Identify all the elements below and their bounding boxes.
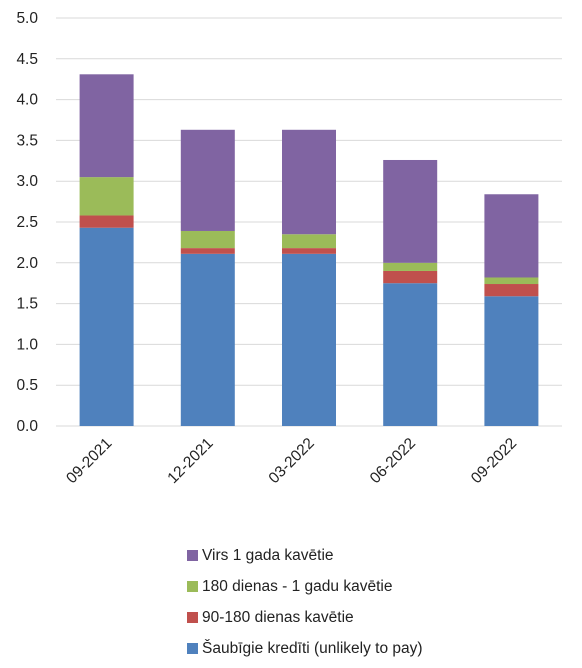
- legend-swatch: [187, 581, 198, 592]
- bar-segment: [383, 159, 438, 263]
- bar-segment: [282, 234, 336, 249]
- legend-label: Virs 1 gada kavētie: [202, 546, 334, 564]
- x-tick-label: 09-2022: [468, 435, 520, 487]
- bar-segment: [282, 248, 336, 254]
- legend-swatch: [187, 550, 198, 561]
- y-tick-label: 3.0: [16, 173, 38, 190]
- legend-item: 90-180 dienas kavētie: [187, 602, 423, 633]
- y-tick-label: 1.5: [16, 296, 38, 313]
- bar-segment: [180, 253, 235, 426]
- legend-label: 90-180 dienas kavētie: [202, 608, 354, 626]
- y-tick-label: 4.5: [16, 51, 38, 68]
- bar-segment: [180, 248, 235, 254]
- legend-item: Šaubīgie kredīti (unlikely to pay): [187, 633, 423, 664]
- bar-segment: [79, 74, 134, 178]
- bar-segment: [484, 296, 539, 426]
- bar-segment: [180, 230, 235, 249]
- bar-segment: [79, 215, 134, 228]
- legend: Virs 1 gada kavētie 180 dienas - 1 gadu …: [187, 540, 423, 664]
- bar-segment: [383, 283, 438, 426]
- y-tick-label: 4.0: [16, 92, 38, 109]
- bar-segment: [282, 253, 336, 426]
- bar-segment: [383, 270, 438, 284]
- x-tick-label: 12-2021: [164, 435, 216, 487]
- y-tick-label: 3.5: [16, 132, 38, 149]
- y-tick-label: 0.0: [16, 418, 38, 435]
- bar-segment: [79, 177, 134, 216]
- legend-label: 180 dienas - 1 gadu kavētie: [202, 577, 393, 595]
- legend-item: Virs 1 gada kavētie: [187, 540, 423, 571]
- y-tick-label: 2.0: [16, 255, 38, 272]
- bar-segment: [282, 129, 336, 235]
- bar-segment: [383, 262, 438, 271]
- bar-segment: [484, 277, 539, 285]
- bar-segment: [484, 194, 539, 278]
- legend-item: 180 dienas - 1 gadu kavētie: [187, 571, 423, 602]
- legend-swatch: [187, 612, 198, 623]
- legend-label: Šaubīgie kredīti (unlikely to pay): [202, 639, 423, 657]
- bar-segment: [79, 227, 134, 426]
- y-tick-label: 0.5: [16, 377, 38, 394]
- bar-segment: [180, 129, 235, 231]
- legend-swatch: [187, 643, 198, 654]
- bar-segment: [484, 284, 539, 297]
- y-tick-label: 1.0: [16, 336, 38, 353]
- y-tick-label: 2.5: [16, 214, 38, 231]
- x-tick-label: 03-2022: [266, 435, 318, 487]
- y-tick-label: 5.0: [16, 10, 38, 27]
- x-tick-label: 09-2021: [63, 435, 115, 487]
- x-tick-label: 06-2022: [367, 435, 419, 487]
